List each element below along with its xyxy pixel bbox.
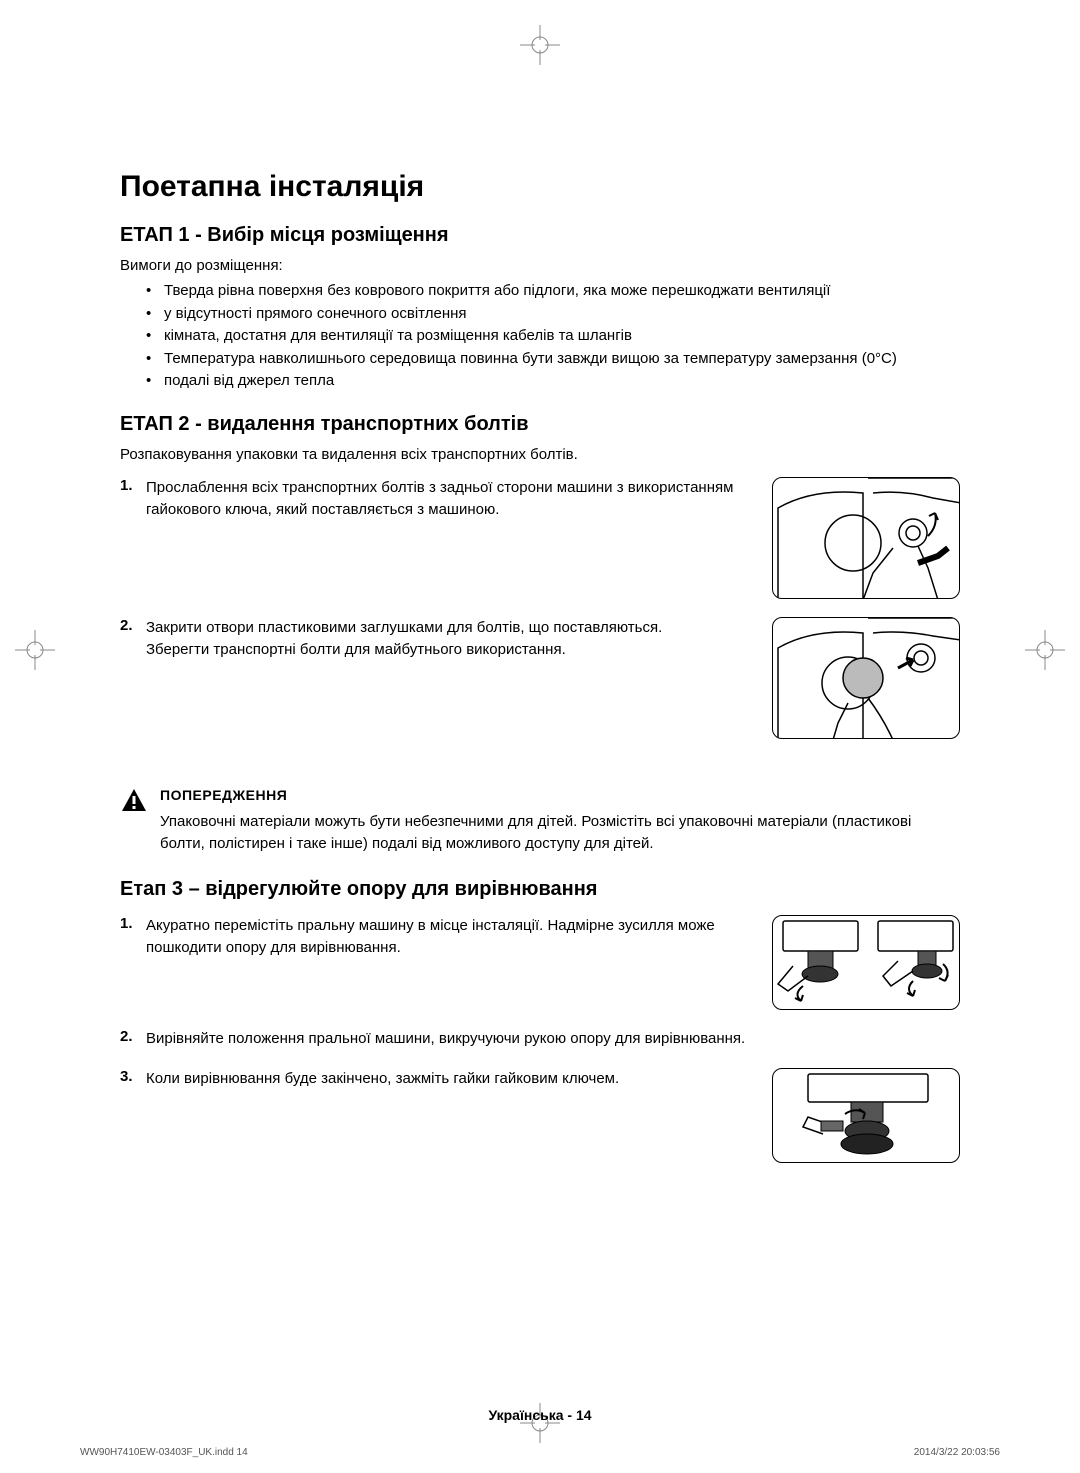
indd-timestamp: 2014/3/22 20:03:56 (914, 1447, 1000, 1458)
warning-icon (120, 787, 148, 815)
bullet-item: Температура навколишнього середовища пов… (146, 348, 960, 371)
bullet-item: у відсутності прямого сонечного освітлен… (146, 303, 960, 326)
step-number: 1. (120, 915, 138, 960)
illustration-bolt-loosen (772, 477, 960, 599)
step3-row-2: 2. Вирівняйте положення пральної машини,… (120, 1028, 960, 1051)
step2-section: ЕТАП 2 - видалення транспортних болтів Р… (120, 413, 960, 739)
step1-bullet-list: Тверда рівна поверхня без коврового покр… (120, 280, 960, 393)
illustration-leveling-adjust (772, 915, 960, 1010)
step-number: 1. (120, 477, 138, 522)
step-text: Вирівняйте положення пральної машини, ви… (146, 1028, 745, 1051)
step2-title: ЕТАП 2 - видалення транспортних болтів (120, 413, 960, 436)
warning-block: ПОПЕРЕДЖЕННЯ Упаковочні матеріали можуть… (120, 787, 960, 856)
main-title: Поетапна інсталяція (120, 170, 960, 204)
bullet-item: Тверда рівна поверхня без коврового покр… (146, 280, 960, 303)
indd-footer: WW90H7410EW-03403F_UK.indd 14 2014/3/22 … (80, 1447, 1000, 1458)
illustration-lock-nut (772, 1068, 960, 1163)
step1-title: ЕТАП 1 - Вибір місця розміщення (120, 224, 960, 247)
step3-row-1: 1. Акуратно перемістіть пральну машину в… (120, 915, 960, 1010)
bullet-item: кімната, достатня для вентиляції та розм… (146, 325, 960, 348)
step1-intro: Вимоги до розміщення: (120, 257, 960, 274)
step3-title: Етап 3 – відрегулюйте опору для вирівнюв… (120, 878, 960, 901)
warning-title: ПОПЕРЕДЖЕННЯ (160, 787, 960, 803)
step2-item-2: 2. Закрити отвори пластиковими заглушкам… (120, 617, 960, 739)
step-text: Коли вирівнювання буде закінчено, зажміт… (146, 1068, 619, 1091)
step2-item-1: 1. Прослаблення всіх транспортних болтів… (120, 477, 960, 599)
step2-intro: Розпаковування упаковки та видалення всі… (120, 446, 960, 463)
step-text: Акуратно перемістіть пральну машину в мі… (146, 915, 754, 960)
indd-filename: WW90H7410EW-03403F_UK.indd 14 (80, 1447, 248, 1458)
page-footer: Українська - 14 (0, 1407, 1080, 1423)
step-number: 2. (120, 617, 138, 662)
step3-row-3: 3. Коли вирівнювання буде закінчено, заж… (120, 1068, 960, 1163)
step-number: 3. (120, 1068, 138, 1091)
step-text: Прослаблення всіх транспортних болтів з … (146, 477, 754, 522)
warning-text: Упаковочні матеріали можуть бути небезпе… (160, 811, 960, 856)
step-text: Закрити отвори пластиковими заглушками д… (146, 617, 662, 662)
step-number: 2. (120, 1028, 138, 1051)
illustration-bolt-cap (772, 617, 960, 739)
page-content: Поетапна інсталяція ЕТАП 1 - Вибір місця… (0, 0, 1080, 1473)
bullet-item: подалі від джерел тепла (146, 370, 960, 393)
step3-items: 1. Акуратно перемістіть пральну машину в… (120, 915, 960, 1164)
